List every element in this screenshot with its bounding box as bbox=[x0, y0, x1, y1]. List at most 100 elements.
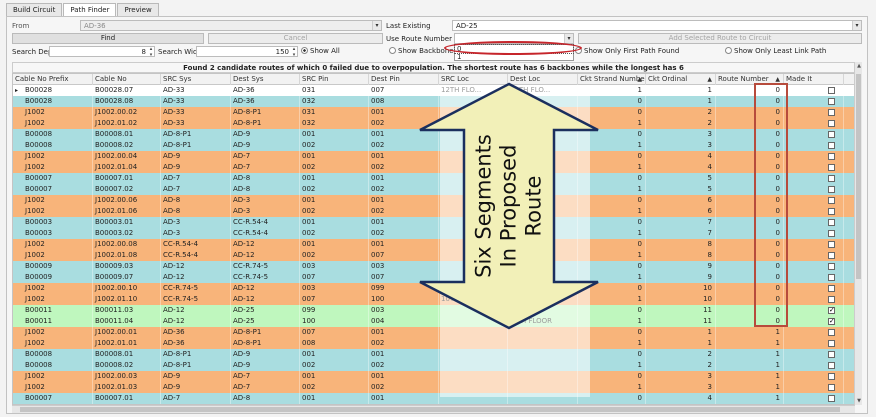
made-it-checkbox[interactable] bbox=[828, 362, 835, 369]
made-it-checkbox[interactable] bbox=[828, 208, 835, 215]
first-path-radio[interactable]: Show Only First Path Found bbox=[575, 47, 679, 55]
made-it-checkbox[interactable] bbox=[828, 285, 835, 292]
column-header[interactable]: Cable No Prefix bbox=[13, 74, 93, 85]
made-it-checkbox[interactable] bbox=[828, 340, 835, 347]
table-row[interactable]: B00008 B00008.02 AD-8-P1 AD-9 002 002 1 2 1 bbox=[13, 360, 854, 371]
least-link-radio[interactable]: Show Only Least Link Path bbox=[725, 47, 826, 55]
show-backbones-radio[interactable]: Show Backbones O bbox=[389, 47, 465, 55]
table-row[interactable]: B00003 B00003.02 AD-3 CC-R.54-4 002 002 1 7 0 bbox=[13, 228, 854, 239]
table-row[interactable]: B00007 B00007.02 AD-7 AD-8 002 002 1 5 0 bbox=[13, 184, 854, 195]
made-it-checkbox[interactable] bbox=[828, 230, 835, 237]
made-it-checkbox[interactable] bbox=[828, 153, 835, 160]
route-number-dropdown-list[interactable]: 0 1 bbox=[454, 44, 574, 61]
made-it-checkbox[interactable] bbox=[828, 175, 835, 182]
made-it-checkbox[interactable]: ✓ bbox=[828, 317, 835, 325]
routes-grid[interactable]: Cable No Prefix Cable No SRC Sys Dest Sys SR… bbox=[12, 73, 855, 405]
tab-build-circuit[interactable]: Build Circuit bbox=[6, 3, 63, 16]
made-it-checkbox[interactable] bbox=[828, 98, 835, 105]
made-it-checkbox[interactable] bbox=[828, 87, 835, 94]
table-row[interactable]: B00008 B00008.02 AD-8-P1 AD-9 002 002 1 3 0 bbox=[13, 140, 854, 151]
table-row[interactable]: B00007 B00007.01 AD-7 AD-8 001 001 0 5 0 bbox=[13, 173, 854, 184]
table-row[interactable]: J1002 J1002.01.02 AD-33 AD-8-P1 032 002 1 2 0 bbox=[13, 118, 854, 129]
table-row[interactable]: J1002 J1002.00.04 AD-9 AD-7 001 001 0 4 0 bbox=[13, 151, 854, 162]
made-it-checkbox[interactable] bbox=[828, 186, 835, 193]
made-it-checkbox[interactable] bbox=[828, 142, 835, 149]
table-row[interactable]: B00003 B00003.01 AD-3 CC-R.54-4 001 001 0 7 0 bbox=[13, 217, 854, 228]
table-row[interactable]: J1002 J1002.01.06 AD-8 AD-3 002 002 1 6 0 bbox=[13, 206, 854, 217]
column-header[interactable]: SRC Loc bbox=[439, 74, 508, 85]
chevron-down-icon[interactable]: ▾ bbox=[852, 21, 861, 30]
horizontal-scrollbar[interactable] bbox=[12, 405, 855, 413]
table-row[interactable]: B00008 B00008.01 AD-8-P1 AD-9 001 001 0 3 0 bbox=[13, 129, 854, 140]
made-it-checkbox[interactable] bbox=[828, 384, 835, 391]
table-row[interactable]: J1002 J1002.00.02 AD-33 AD-8-P1 031 001 0 2 0 bbox=[13, 107, 854, 118]
tab-preview[interactable]: Preview bbox=[117, 3, 159, 16]
table-row[interactable]: J1002 J1002.01.03 AD-9 AD-7 002 002 1 3 1 bbox=[13, 382, 854, 393]
table-row[interactable]: J1002 J1002.00.01 AD-36 AD-8-P1 007 001 0 1 1 bbox=[13, 327, 854, 338]
table-cell-strand: 0 bbox=[578, 173, 646, 184]
tab-path-finder[interactable]: Path Finder bbox=[63, 3, 117, 17]
made-it-checkbox[interactable]: ✓ bbox=[828, 306, 835, 314]
table-row[interactable]: J1002 J1002.01.08 CC-R.54-4 AD-12 002 007 1 8 0 bbox=[13, 250, 854, 261]
table-row[interactable]: J1002 J1002.01.04 AD-9 AD-7 002 002 1 4 0 bbox=[13, 162, 854, 173]
table-row[interactable]: B00009 B00009.03 AD-12 CC-R.74-5 003 003 0 9 0 bbox=[13, 261, 854, 272]
route-option-1[interactable]: 1 bbox=[457, 53, 462, 61]
made-it-checkbox[interactable] bbox=[828, 197, 835, 204]
made-it-checkbox[interactable] bbox=[828, 109, 835, 116]
scroll-up-icon[interactable]: ▲ bbox=[857, 63, 861, 69]
column-header[interactable]: Dest Sys bbox=[231, 74, 300, 85]
made-it-checkbox[interactable] bbox=[828, 329, 835, 336]
made-it-checkbox[interactable] bbox=[828, 373, 835, 380]
horizontal-scroll-thumb[interactable] bbox=[20, 407, 840, 412]
table-row[interactable]: J1002 J1002.01.10 CC-R.74-5 AD-12 007 100 10TH… bbox=[13, 294, 854, 305]
made-it-checkbox[interactable] bbox=[828, 395, 835, 402]
made-it-checkbox[interactable] bbox=[828, 219, 835, 226]
cancel-button[interactable]: Cancel bbox=[208, 33, 383, 44]
table-row[interactable]: B00011 B00011.04 AD-12 AD-25 100 004 ...TH FLO… bbox=[13, 316, 854, 327]
made-it-checkbox[interactable] bbox=[828, 274, 835, 281]
column-header[interactable]: Cable No bbox=[93, 74, 161, 85]
column-header[interactable]: SRC Pin bbox=[300, 74, 369, 85]
column-header[interactable]: Dest Loc bbox=[508, 74, 578, 85]
column-header[interactable]: Ckt Strand Number ▲ bbox=[578, 74, 646, 85]
table-cell-sloc: 12TH FLO... bbox=[439, 85, 508, 96]
add-route-button[interactable]: Add Selected Route to Circuit bbox=[578, 33, 862, 44]
table-row[interactable]: ▸ B00028 B00028.07 AD-33 AD-36 031 007 12TH FLO… bbox=[13, 85, 854, 96]
table-row[interactable]: B00009 B00009.07 AD-12 CC-R.74-5 007 007 1 9 0 bbox=[13, 272, 854, 283]
made-it-checkbox[interactable] bbox=[828, 164, 835, 171]
table-row[interactable]: J1002 J1002.01.01 AD-36 AD-8-P1 008 002 1 1 1 bbox=[13, 338, 854, 349]
table-row[interactable]: J1002 J1002.00.03 AD-9 AD-7 001 001 0 3 1 bbox=[13, 371, 854, 382]
made-it-checkbox[interactable] bbox=[828, 351, 835, 358]
table-row[interactable]: B00011 B00011.03 AD-12 AD-25 099 003 0 11 0 ✓ bbox=[13, 305, 854, 316]
find-button[interactable]: Find bbox=[12, 33, 204, 44]
table-row[interactable]: J1002 J1002.00.08 CC-R.54-4 AD-12 001 001 0 8 0 bbox=[13, 239, 854, 250]
column-header[interactable]: Ckt Ordinal ▲ bbox=[646, 74, 716, 85]
vertical-scrollbar[interactable]: ▲ ▼ bbox=[854, 62, 862, 405]
vertical-scroll-thumb[interactable] bbox=[856, 74, 861, 279]
column-header[interactable]: SRC Sys bbox=[161, 74, 231, 85]
table-row[interactable]: B00007 B00007.01 AD-7 AD-8 001 001 0 4 1 bbox=[13, 393, 854, 404]
table-row[interactable]: B00008 B00008.01 AD-8-P1 AD-9 001 001 0 2 1 bbox=[13, 349, 854, 360]
made-it-checkbox[interactable] bbox=[828, 241, 835, 248]
route-number-select[interactable]: ▾ bbox=[454, 33, 574, 44]
column-header[interactable]: Route Number ▲ bbox=[716, 74, 784, 85]
table-row[interactable]: B00028 B00028.08 AD-33 AD-36 032 008 0 1 0 bbox=[13, 96, 854, 107]
from-field[interactable]: AD-36 ▾ bbox=[80, 20, 382, 31]
column-header[interactable]: Dest Pin bbox=[369, 74, 439, 85]
search-depth-input[interactable]: 8 bbox=[49, 46, 155, 58]
route-option-0[interactable]: 0 bbox=[454, 44, 574, 54]
search-width-input[interactable]: 150 bbox=[196, 46, 298, 58]
table-row[interactable]: J1002 J1002.00.10 CC-R.74-5 AD-12 003 099 0 10 0 bbox=[13, 283, 854, 294]
chevron-down-icon[interactable]: ▾ bbox=[564, 34, 573, 43]
chevron-down-icon[interactable]: ▾ bbox=[372, 21, 381, 30]
scroll-down-icon[interactable]: ▼ bbox=[857, 398, 861, 404]
made-it-checkbox[interactable] bbox=[828, 131, 835, 138]
column-header[interactable]: Made It bbox=[784, 74, 844, 85]
show-all-radio[interactable]: Show All bbox=[301, 47, 340, 55]
made-it-checkbox[interactable] bbox=[828, 252, 835, 259]
made-it-checkbox[interactable] bbox=[828, 263, 835, 270]
made-it-checkbox[interactable] bbox=[828, 296, 835, 303]
made-it-checkbox[interactable] bbox=[828, 120, 835, 127]
last-existing-field[interactable]: AD-25 ▾ bbox=[452, 20, 862, 31]
table-row[interactable]: J1002 J1002.00.06 AD-8 AD-3 001 001 0 6 0 bbox=[13, 195, 854, 206]
